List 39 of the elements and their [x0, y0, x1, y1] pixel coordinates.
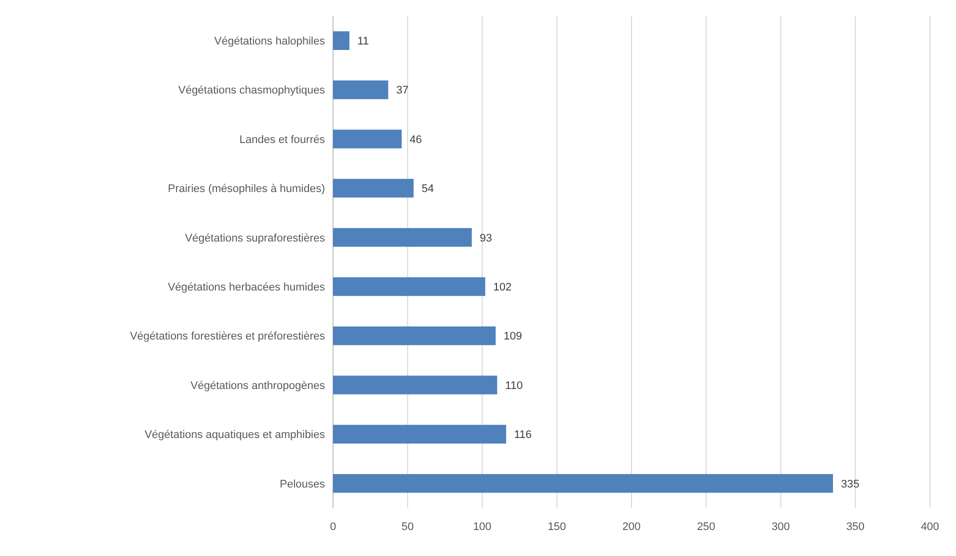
data-label: 11 — [357, 35, 369, 48]
x-tick-label: 200 — [622, 521, 641, 533]
x-tick-label: 50 — [402, 521, 414, 533]
data-label: 93 — [480, 232, 492, 244]
y-tick-label: Pelouses — [280, 478, 326, 490]
bar — [333, 376, 498, 394]
bar — [333, 31, 350, 50]
bar — [333, 228, 472, 247]
data-label: 116 — [514, 429, 532, 442]
data-label: 109 — [504, 330, 522, 343]
bar — [333, 130, 402, 148]
data-label: 37 — [396, 84, 408, 97]
x-tick-label: 250 — [696, 521, 716, 533]
data-label: 110 — [505, 380, 523, 392]
x-tick-label: 0 — [330, 521, 336, 533]
data-label: 46 — [410, 134, 422, 146]
bar — [333, 178, 414, 198]
bar — [333, 277, 486, 296]
x-tick-label: 150 — [548, 521, 566, 533]
bar — [333, 424, 506, 444]
y-tick-label: Prairies (mésophiles à humides) — [168, 183, 325, 196]
bar — [333, 80, 388, 100]
y-tick-label: Végétations anthropogènes — [190, 380, 326, 392]
data-label: 54 — [422, 183, 434, 196]
y-tick-label: Landes et fourrés — [239, 134, 326, 146]
x-tick-label: 300 — [772, 521, 790, 533]
x-tick-label: 350 — [846, 521, 865, 533]
y-tick-label: Végétations halophiles — [214, 35, 326, 48]
y-tick-label: Végétations herbacées humides — [168, 281, 326, 294]
y-tick-label: Végétations aquatiques et amphibies — [144, 429, 326, 442]
bar — [333, 326, 496, 346]
data-label: 335 — [840, 478, 860, 490]
y-tick-label: Végétations supraforestières — [184, 232, 326, 244]
y-tick-label: Végétations chasmophytiques — [178, 84, 326, 97]
y-tick-label: Végétations forestières et préforestières — [130, 330, 326, 343]
x-tick-label: 100 — [473, 521, 492, 533]
data-label: 102 — [493, 281, 512, 294]
x-tick-label: 400 — [920, 521, 940, 533]
bar — [333, 474, 833, 493]
